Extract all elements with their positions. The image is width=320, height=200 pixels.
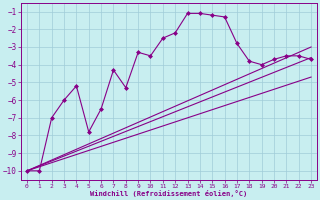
X-axis label: Windchill (Refroidissement éolien,°C): Windchill (Refroidissement éolien,°C) — [90, 190, 248, 197]
